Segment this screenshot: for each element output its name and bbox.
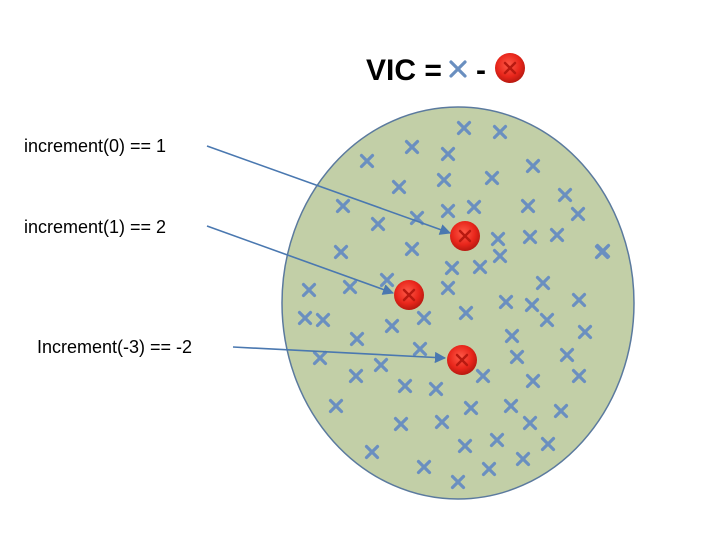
x-marker	[557, 187, 573, 203]
x-marker	[416, 459, 432, 475]
x-marker	[404, 139, 420, 155]
x-marker	[450, 474, 466, 490]
x-marker	[458, 305, 474, 321]
x-marker	[520, 198, 536, 214]
x-marker	[525, 373, 541, 389]
x-marker	[571, 368, 587, 384]
x-marker	[577, 324, 593, 340]
x-marker	[315, 312, 331, 328]
x-marker	[444, 260, 460, 276]
x-marker	[524, 297, 540, 313]
x-marker	[393, 416, 409, 432]
x-marker	[492, 124, 508, 140]
annotation-arrow-1	[206, 225, 395, 295]
x-marker	[440, 146, 456, 162]
x-marker	[456, 120, 472, 136]
x-marker	[428, 381, 444, 397]
x-marker	[489, 432, 505, 448]
x-marker	[359, 153, 375, 169]
x-marker	[492, 248, 508, 264]
title-formula: VIC = -	[366, 53, 525, 87]
x-marker	[466, 199, 482, 215]
x-marker	[535, 275, 551, 291]
title-minus: -	[476, 54, 486, 87]
x-marker	[484, 170, 500, 186]
x-marker	[498, 294, 514, 310]
x-marker	[440, 280, 456, 296]
x-marker	[440, 203, 456, 219]
x-marker	[515, 451, 531, 467]
x-marker	[539, 312, 555, 328]
x-marker	[472, 259, 488, 275]
x-marker	[594, 244, 610, 260]
x-marker	[559, 347, 575, 363]
x-marker	[553, 403, 569, 419]
x-marker	[370, 216, 386, 232]
x-marker	[312, 350, 328, 366]
x-marker	[333, 244, 349, 260]
x-marker	[571, 292, 587, 308]
x-marker	[436, 172, 452, 188]
red-dot-2	[447, 345, 477, 375]
x-marker	[297, 310, 313, 326]
x-marker	[397, 378, 413, 394]
x-marker	[509, 349, 525, 365]
x-marker	[384, 318, 400, 334]
x-marker	[373, 357, 389, 373]
x-marker	[328, 398, 344, 414]
red-dot-group	[394, 221, 480, 375]
x-marker	[301, 282, 317, 298]
x-marker	[481, 461, 497, 477]
annotation-label-0: increment(0) == 1	[24, 136, 166, 156]
red-dot-1	[394, 280, 424, 310]
x-marker	[522, 229, 538, 245]
x-marker	[503, 398, 519, 414]
x-marker	[570, 206, 586, 222]
x-marker	[463, 400, 479, 416]
x-marker	[342, 279, 358, 295]
x-marker	[391, 179, 407, 195]
x-marker	[490, 231, 506, 247]
annotation-label-1: increment(1) == 2	[24, 217, 166, 237]
x-marker	[412, 341, 428, 357]
x-marker	[522, 415, 538, 431]
blue-x-icon	[449, 60, 467, 78]
x-marker	[540, 436, 556, 452]
x-marker	[348, 368, 364, 384]
x-marker	[549, 227, 565, 243]
annotation-arrow-2	[232, 346, 447, 364]
x-marker	[475, 368, 491, 384]
x-marker	[349, 331, 365, 347]
x-marker	[335, 198, 351, 214]
x-marker	[434, 414, 450, 430]
red-dot-0	[450, 221, 480, 251]
red-dot-icon	[495, 53, 525, 83]
x-marker	[457, 438, 473, 454]
x-marker	[525, 158, 541, 174]
x-marker	[404, 241, 420, 257]
annotation-arrow-0	[206, 145, 452, 235]
annotation-label-2: Increment(-3) == -2	[37, 337, 192, 357]
title-prefix: VIC =	[366, 54, 442, 87]
x-marker	[416, 310, 432, 326]
x-marker	[364, 444, 380, 460]
x-marker	[504, 328, 520, 344]
x-marker-group	[297, 120, 611, 490]
x-marker	[379, 272, 395, 288]
